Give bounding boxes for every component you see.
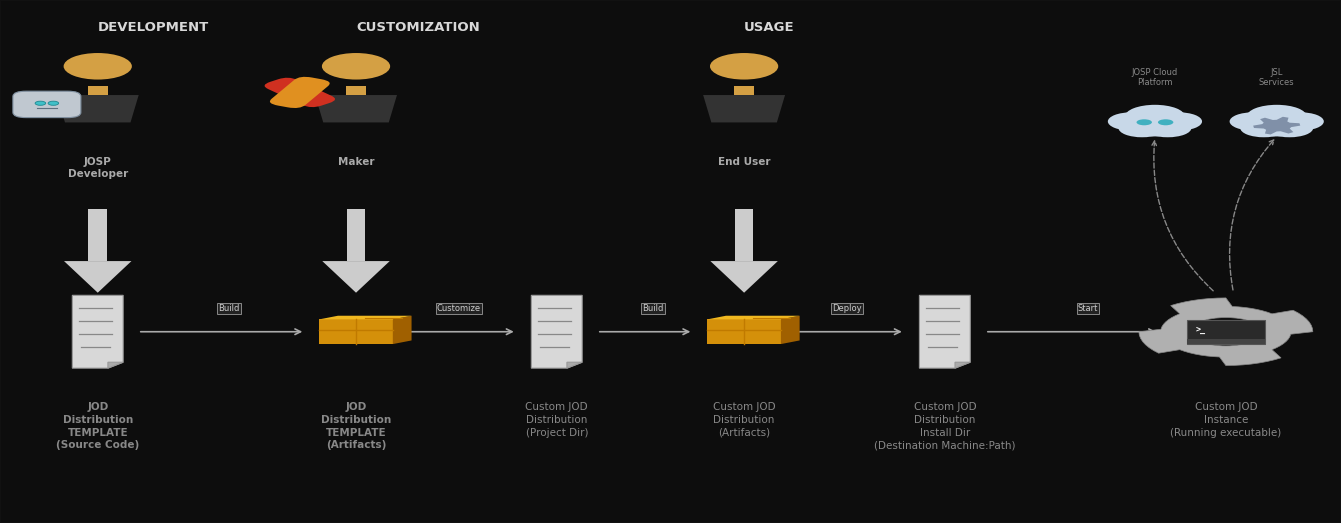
- Text: JOSP Cloud
Platform: JOSP Cloud Platform: [1132, 68, 1177, 87]
- Polygon shape: [531, 295, 582, 368]
- Text: JOD
Distribution
TEMPLATE
(Artifacts): JOD Distribution TEMPLATE (Artifacts): [320, 402, 392, 450]
- Polygon shape: [707, 320, 780, 344]
- FancyBboxPatch shape: [1187, 320, 1265, 344]
- Polygon shape: [89, 210, 107, 261]
- FancyBboxPatch shape: [734, 86, 755, 95]
- Circle shape: [48, 101, 59, 105]
- FancyBboxPatch shape: [87, 86, 109, 95]
- Text: End User: End User: [717, 157, 770, 167]
- Circle shape: [1189, 317, 1262, 346]
- Circle shape: [1108, 112, 1155, 131]
- Circle shape: [1125, 105, 1185, 128]
- Polygon shape: [319, 316, 412, 320]
- Polygon shape: [567, 362, 582, 368]
- Polygon shape: [72, 295, 123, 368]
- Text: Customize: Customize: [437, 304, 481, 313]
- Polygon shape: [735, 210, 754, 261]
- Circle shape: [63, 53, 131, 79]
- Text: Custom JOD
Distribution
Install Dir
(Destination Machine:Path): Custom JOD Distribution Install Dir (Des…: [874, 402, 1015, 450]
- Circle shape: [1157, 119, 1173, 126]
- Circle shape: [1133, 120, 1176, 137]
- Circle shape: [1137, 119, 1152, 126]
- Text: Custom JOD
Instance
(Running executable): Custom JOD Instance (Running executable): [1171, 402, 1282, 438]
- FancyBboxPatch shape: [1187, 339, 1265, 344]
- FancyBboxPatch shape: [346, 86, 366, 95]
- Text: Deploy: Deploy: [833, 304, 862, 313]
- Polygon shape: [56, 95, 138, 122]
- FancyBboxPatch shape: [13, 91, 80, 118]
- Polygon shape: [315, 95, 397, 122]
- Circle shape: [1277, 112, 1324, 131]
- Text: Start: Start: [1078, 304, 1098, 313]
- Text: Build: Build: [642, 304, 664, 313]
- Polygon shape: [322, 261, 390, 293]
- Text: JOSP
Developer: JOSP Developer: [67, 157, 127, 179]
- Circle shape: [709, 53, 778, 79]
- Polygon shape: [707, 316, 799, 320]
- Circle shape: [1255, 120, 1298, 137]
- Polygon shape: [703, 95, 784, 122]
- Text: DEVELOPMENT: DEVELOPMENT: [98, 21, 209, 34]
- Circle shape: [1247, 105, 1306, 128]
- Polygon shape: [347, 210, 365, 261]
- Circle shape: [322, 53, 390, 79]
- Text: Custom JOD
Distribution
(Artifacts): Custom JOD Distribution (Artifacts): [713, 402, 775, 438]
- Circle shape: [1118, 119, 1165, 137]
- Text: Build: Build: [219, 304, 240, 313]
- Polygon shape: [1139, 298, 1313, 366]
- Circle shape: [1240, 119, 1287, 137]
- FancyBboxPatch shape: [264, 78, 335, 107]
- Text: Maker: Maker: [338, 157, 374, 167]
- Polygon shape: [1252, 117, 1301, 134]
- Text: USAGE: USAGE: [744, 21, 795, 34]
- Circle shape: [1155, 112, 1202, 131]
- Polygon shape: [955, 362, 971, 368]
- Polygon shape: [780, 316, 799, 344]
- Circle shape: [35, 101, 46, 105]
- FancyBboxPatch shape: [270, 77, 330, 108]
- Polygon shape: [920, 295, 971, 368]
- Polygon shape: [319, 320, 393, 344]
- Text: Custom JOD
Distribution
(Project Dir): Custom JOD Distribution (Project Dir): [526, 402, 589, 438]
- Text: >_: >_: [1196, 325, 1206, 334]
- Circle shape: [1266, 119, 1313, 137]
- Text: CUSTOMIZATION: CUSTOMIZATION: [355, 21, 480, 34]
- Polygon shape: [64, 261, 131, 293]
- Polygon shape: [711, 261, 778, 293]
- Polygon shape: [107, 362, 123, 368]
- Text: JSL
Services: JSL Services: [1259, 68, 1294, 87]
- Circle shape: [1144, 119, 1191, 137]
- Text: JOD
Distribution
TEMPLATE
(Source Code): JOD Distribution TEMPLATE (Source Code): [56, 402, 139, 450]
- Polygon shape: [393, 316, 412, 344]
- Circle shape: [1230, 112, 1277, 131]
